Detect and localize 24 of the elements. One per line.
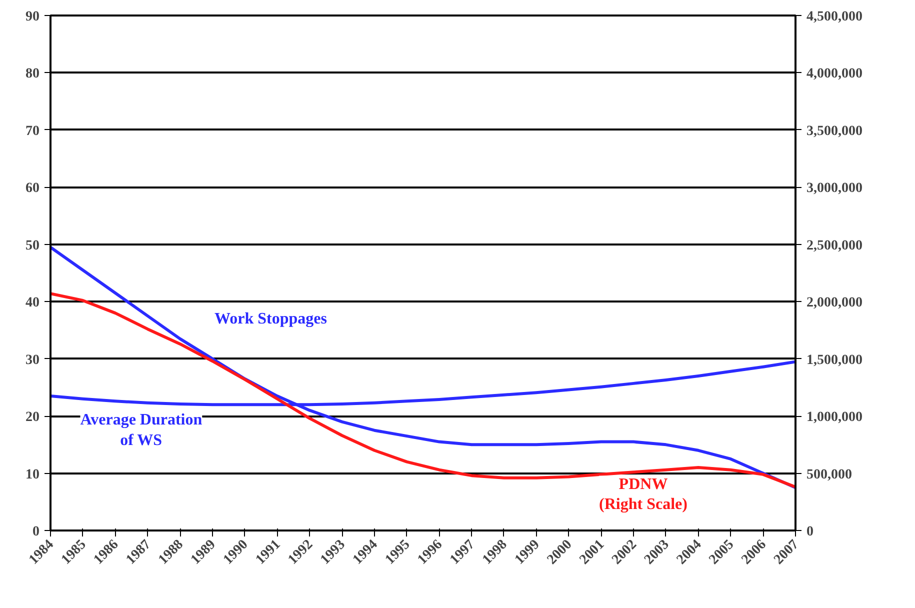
y-tick-label: 40: [26, 296, 40, 311]
y-tick-label: 20: [26, 410, 40, 426]
y2-tick-label: 2,000,000: [806, 296, 862, 311]
y2-tick-label: 3,500,000: [806, 124, 862, 139]
y-tick-label: 90: [26, 10, 40, 24]
y-tick-label: 30: [26, 352, 40, 368]
y-tick-label: 60: [26, 181, 40, 196]
y2-tick-label: 4,500,000: [806, 10, 862, 24]
y-tick-label: 70: [26, 124, 40, 139]
y-tick-label: 0: [32, 524, 40, 540]
y2-tick-label: 2,500,000: [806, 238, 862, 254]
y2-tick-label: 500,000: [806, 467, 852, 482]
line-series: [50, 292, 796, 489]
y-tick-label: 80: [26, 66, 40, 82]
y2-tick-label: 3,000,000: [806, 181, 862, 196]
y2-tick-label: 0: [806, 524, 814, 540]
series-label: Work Stoppages: [214, 310, 327, 328]
series-label: PDNW (Right Scale): [599, 476, 688, 514]
y2-tick-label: 1,000,000: [806, 410, 862, 426]
y2-tick-label: 4,000,000: [806, 66, 862, 82]
y2-tick-label: 1,500,000: [806, 352, 862, 368]
y-tick-label: 10: [26, 467, 40, 482]
series-label: Average Duration of WS: [80, 412, 202, 450]
y-tick-label: 50: [26, 238, 40, 254]
